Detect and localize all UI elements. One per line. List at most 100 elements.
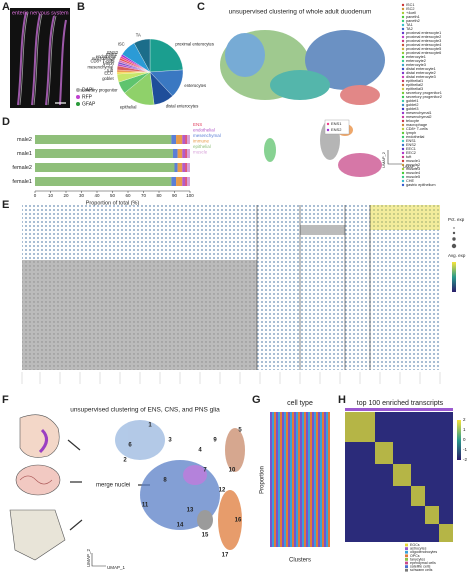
- x-axis-label: UMAP_1: [107, 565, 126, 570]
- merge-label: merge nuclei: [96, 483, 130, 489]
- panel-label: H: [338, 394, 346, 406]
- legend-swatch: [401, 55, 405, 59]
- panel-label: G: [252, 394, 261, 406]
- stacked-bars: [270, 412, 330, 547]
- cluster-label: 9: [213, 438, 217, 444]
- brain-folds: [19, 475, 53, 485]
- legend-label: tuft: [406, 155, 412, 159]
- cluster-label: 6: [128, 443, 132, 449]
- x-tick-label: 90: [172, 193, 178, 198]
- panel-label: F: [2, 394, 9, 406]
- legend-label: endothelial: [406, 135, 425, 139]
- y-axis-label: Proportion: [260, 466, 266, 494]
- legend-label: satellite cells: [410, 565, 431, 569]
- legend-label: muscle1: [406, 159, 420, 163]
- pie-label: secretory progenitor: [80, 87, 118, 92]
- umap-c: [220, 30, 385, 177]
- bar-segment: [172, 149, 178, 158]
- pie-label: TA: [136, 32, 141, 37]
- x-tick-label: 30: [79, 193, 85, 198]
- legend-swatch: [405, 558, 408, 561]
- panel-title: unsupervised clustering of ENS, CNS, and…: [70, 407, 220, 414]
- legend-label: schwann cells: [410, 568, 433, 572]
- pie-label: ENS2: [107, 50, 119, 55]
- inset-label: ENS1: [331, 121, 342, 126]
- bar-segment: [186, 149, 190, 158]
- legend-swatch: [401, 95, 405, 99]
- bar-segment: [185, 163, 187, 172]
- panel-label: C: [197, 1, 205, 13]
- x-tick-label: 70: [141, 193, 147, 198]
- y-tick-label: female2: [12, 165, 32, 171]
- legend-swatch: [401, 11, 405, 15]
- pct-legend: [451, 227, 457, 249]
- avg-colorbar: [452, 262, 456, 292]
- legend-label: lymph: [406, 131, 416, 135]
- legend-label: enterocyte2: [406, 59, 426, 63]
- legend-swatch: [76, 95, 80, 99]
- legend-label: proximal enterocyte4: [406, 43, 441, 47]
- cluster-label: 16: [235, 518, 242, 524]
- legend-label: EEC2: [406, 151, 416, 155]
- legend-swatch: [401, 151, 405, 155]
- legend-label: endothelial: [193, 128, 215, 133]
- legend-label: secretory progenitor1: [406, 91, 442, 95]
- legend-swatch: [401, 47, 405, 51]
- legend-swatch: [401, 131, 405, 135]
- legend-swatch: [401, 175, 405, 179]
- heatmap-colorbar: [457, 420, 461, 460]
- legend-swatch: [401, 51, 405, 55]
- bar-segment: [177, 149, 183, 158]
- x-axis-label: UMAP_1: [403, 164, 420, 169]
- umap-f: [115, 420, 245, 550]
- pie-label: proximal enterocytes: [175, 41, 214, 46]
- legend-swatch: [401, 91, 405, 95]
- pie-label: tuft: [107, 68, 114, 73]
- legend-swatch: [401, 159, 405, 163]
- legend-label: proximal enterocyte5: [406, 47, 441, 51]
- gut-icon: [19, 414, 60, 458]
- legend-swatch: [405, 547, 408, 550]
- legend-label: muscle5: [406, 175, 420, 179]
- legend-label: epithelial: [193, 144, 211, 149]
- bar-segment: [182, 135, 186, 144]
- legend-swatch: [401, 103, 405, 107]
- legend-label: ISC2: [406, 7, 414, 11]
- legend-label: muscle4: [406, 171, 420, 175]
- dot-plot-block: [370, 205, 440, 230]
- legend-swatch: [405, 543, 408, 547]
- legend-label: OPCs: [410, 554, 420, 558]
- legend-swatch: [401, 15, 405, 19]
- separators: [256, 205, 371, 370]
- legend-swatch: [401, 163, 405, 167]
- legend-label: proximal enterocyte2: [406, 35, 441, 39]
- legend-swatch: [401, 167, 405, 171]
- legend-swatch: [401, 31, 405, 35]
- legend-label: TA1: [406, 23, 413, 27]
- legend-swatch: [401, 79, 405, 83]
- legend-label: RFP: [82, 94, 93, 100]
- legend-title: Avg. exp: [448, 253, 466, 258]
- legend-label: EGCs: [410, 543, 420, 547]
- legend-swatch: [405, 561, 408, 565]
- bar-segment: [185, 177, 187, 186]
- inset-swatch: [326, 128, 330, 132]
- x-tick-label: 10: [48, 193, 54, 198]
- umap-axes: [91, 553, 106, 567]
- cluster-label: 7: [203, 468, 207, 474]
- bar-segment: [177, 163, 183, 172]
- pie-label: EEC: [104, 70, 113, 75]
- legend-label: +4cell: [406, 11, 416, 15]
- x-tick-label: 20: [63, 193, 69, 198]
- bar-segment: [174, 163, 178, 172]
- y-axis-label: UMAP_2: [381, 151, 386, 168]
- legend-label: gastric epithelium: [406, 183, 436, 187]
- x-tick-label: 80: [156, 193, 162, 198]
- legend-swatch: [401, 115, 405, 119]
- legend-label: secretory progenitor2: [406, 95, 442, 99]
- panel-label: E: [2, 199, 9, 211]
- legend-swatch: [401, 35, 405, 39]
- inset-swatch: [326, 122, 330, 126]
- legend-swatch: [401, 107, 405, 111]
- legend-label: tanycytes: [410, 557, 425, 561]
